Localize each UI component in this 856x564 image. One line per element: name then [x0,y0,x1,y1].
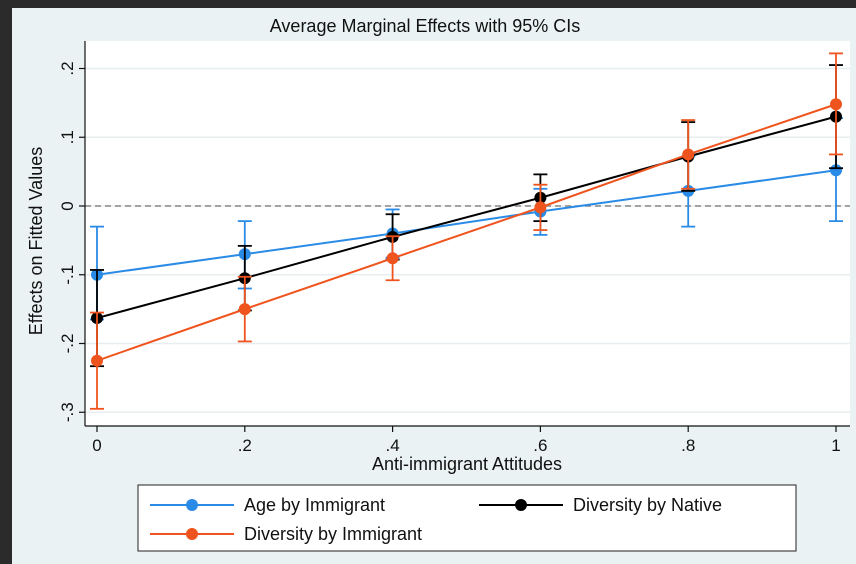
legend-entry-age-by-immigrant: Age by Immigrant [150,495,385,515]
legend-marker [186,499,198,511]
series-diversity-by-immigrant [90,52,843,410]
x-tick-label: .4 [386,436,400,455]
data-point [830,164,842,177]
x-tick-label: .6 [533,436,547,455]
y-tick-label: .1 [58,130,77,144]
x-tick-label: 1 [831,436,840,455]
x-axis-label: Anti-immigrant Attitudes [372,454,562,474]
data-point [238,303,251,316]
series-layer [90,52,843,410]
y-axis-label: Effects on Fitted Values [26,147,46,335]
legend-box [137,484,797,552]
y-tick-label: .2 [58,61,77,75]
chart-frame: -.3 -.2 -.1 0 .1 .2 0 .2 .4 .6 .8 1 Average Margina… [12,8,856,564]
data-point [91,354,103,367]
y-tick-label: -.3 [58,402,77,422]
y-tick-label: -.1 [58,265,77,285]
legend-marker [515,499,527,511]
legend-label: Diversity by Native [573,495,722,515]
legend-label: Diversity by Immigrant [244,524,422,544]
legend-label: Age by Immigrant [244,495,385,515]
y-tick-label: 0 [58,201,77,210]
data-point [830,98,842,111]
legend-entry-diversity-by-immigrant: Diversity by Immigrant [150,524,422,544]
legend-marker [186,528,198,540]
y-tick-label: -.2 [58,334,77,354]
data-point [386,252,399,265]
legend: Age by Immigrant Diversity by Native Diver… [137,484,797,552]
x-tick-label: 0 [92,436,101,455]
marginal-effects-chart: -.3 -.2 -.1 0 .1 .2 0 .2 .4 .6 .8 1 Average Margina… [26,16,850,552]
data-point [534,201,547,214]
series-line [96,103,837,362]
data-point [682,148,695,161]
axis-layer: -.3 -.2 -.1 0 .1 .2 0 .2 .4 .6 .8 1 [58,41,850,455]
x-tick-label: .2 [238,436,252,455]
legend-entry-diversity-by-native: Diversity by Native [479,495,722,515]
series-line [96,169,837,276]
x-tick-label: .8 [681,436,695,455]
chart-title: Average Marginal Effects with 95% CIs [270,16,580,36]
series-line [96,115,837,320]
